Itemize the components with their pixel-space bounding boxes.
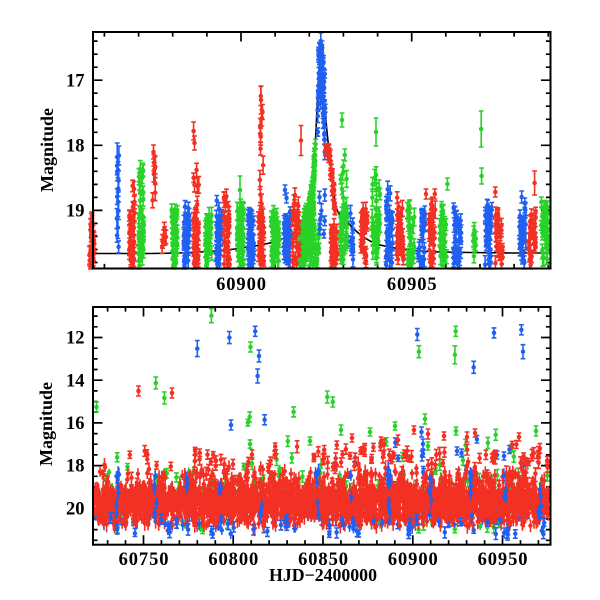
svg-text:60900: 60900 (388, 550, 439, 570)
svg-text:17: 17 (66, 71, 85, 91)
svg-text:60800: 60800 (208, 550, 259, 570)
svg-text:12: 12 (66, 329, 85, 349)
svg-text:14: 14 (66, 371, 85, 391)
svg-text:60950: 60950 (478, 550, 529, 570)
svg-text:HJD−2400000: HJD−2400000 (269, 565, 377, 585)
svg-text:19: 19 (66, 202, 85, 222)
svg-text:60900: 60900 (216, 275, 267, 295)
svg-text:18: 18 (66, 136, 85, 156)
svg-text:Magnitude: Magnitude (37, 108, 57, 192)
svg-text:60905: 60905 (387, 275, 438, 295)
svg-text:60850: 60850 (298, 550, 349, 570)
svg-text:60750: 60750 (119, 550, 170, 570)
svg-text:18: 18 (66, 457, 85, 477)
svg-text:Magnitude: Magnitude (36, 382, 56, 466)
svg-text:20: 20 (66, 499, 85, 519)
svg-text:16: 16 (66, 414, 85, 434)
